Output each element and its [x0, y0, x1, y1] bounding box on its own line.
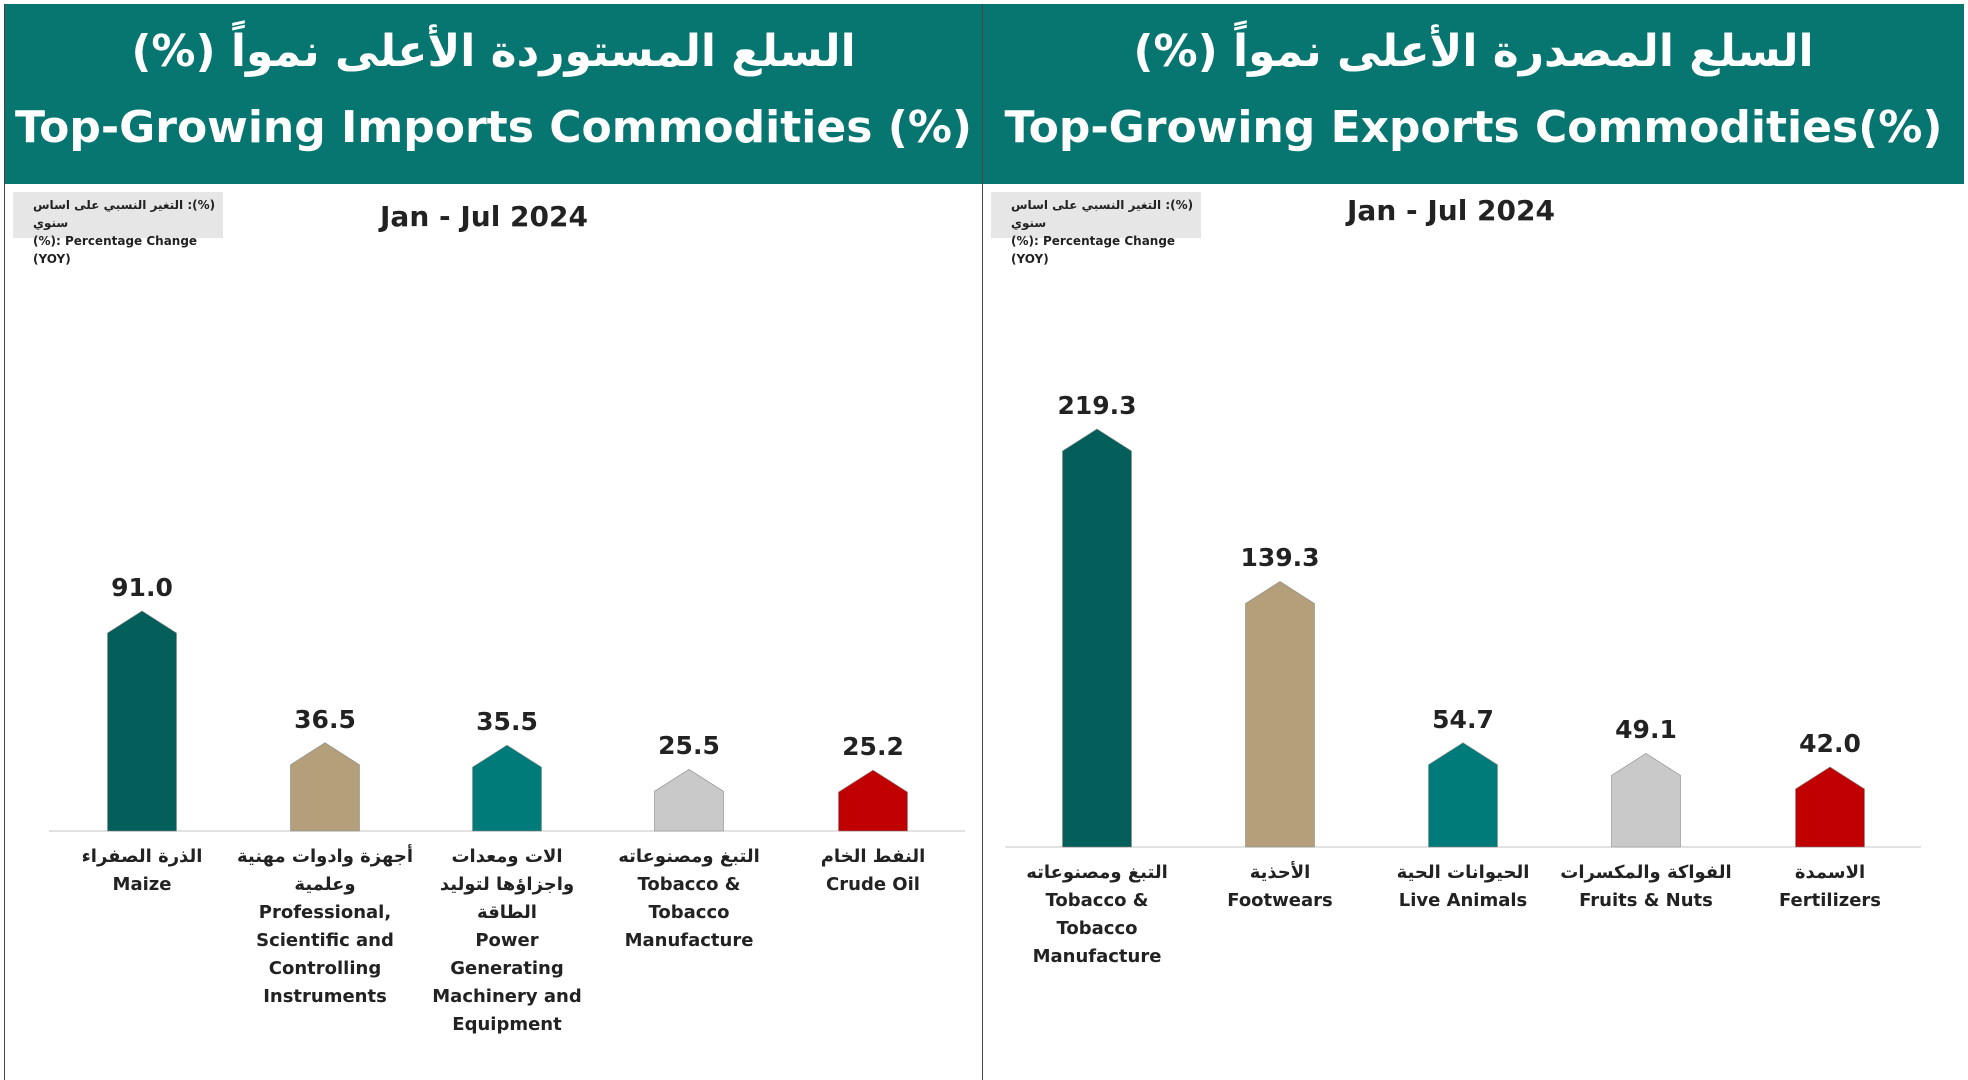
category-label: الأحذية Footwears	[1227, 862, 1333, 911]
bar	[1062, 428, 1132, 848]
value-label: 219.3	[1057, 391, 1137, 420]
bar	[838, 769, 908, 832]
value-label: 25.5	[658, 731, 720, 761]
title-arabic: السلع المصدرة الأعلى نمواً (%)	[1133, 26, 1814, 77]
chart-panel: السلع المصدرة الأعلى نمواً (%) Top-Growin…	[982, 4, 1964, 1080]
subtitle: Jan - Jul 2024	[1347, 194, 1555, 227]
title-arabic: السلع المستوردة الأعلى نمواً (%)	[131, 26, 856, 77]
category-label: التبغ ومصنوعاته Tobacco & Tobacco Manufa…	[1026, 862, 1168, 967]
bar	[654, 768, 724, 832]
bar	[1795, 766, 1865, 848]
category-label: الفواكة والمكسرات Fruits & Nuts	[1560, 862, 1732, 911]
title-english: Top-Growing Exports Commodities(%)	[1004, 102, 1943, 153]
bars	[1005, 428, 1921, 848]
category-label: التبغ ومصنوعاته Tobacco & Tobacco Manufa…	[618, 846, 760, 951]
note-line: (%): Percentage Change (YOY)	[33, 234, 198, 266]
bar	[472, 744, 542, 832]
bar	[290, 742, 360, 832]
category-label: الاسمدة Fertilizers	[1778, 862, 1882, 911]
category-label: أجهزة وادوات مهنية وعلمية Professional, …	[236, 846, 414, 1007]
value-label: 91.0	[111, 573, 173, 602]
value-label: 25.2	[842, 732, 904, 762]
bar	[1245, 581, 1315, 848]
bar	[107, 610, 177, 832]
title-english: Top-Growing Imports Commodities (%)	[14, 102, 973, 153]
value-label: 42.0	[1799, 728, 1861, 758]
legend-note: (%): التغير النسبي على اساس سنوي (%): Per…	[991, 192, 1201, 266]
legend-note: (%): التغير النسبي على اساس سنوي (%): Per…	[13, 192, 223, 266]
value-label: 35.5	[476, 707, 538, 737]
bars	[49, 610, 965, 832]
value-label: 49.1	[1615, 715, 1677, 745]
chart-panel: السلع المستوردة الأعلى نمواً (%) Top-Grow…	[4, 4, 982, 1080]
note-line: (%): التغير النسبي على اساس سنوي	[1011, 198, 1194, 230]
category-label: الات ومعدات واجزاؤها لتوليد الطاقة Power…	[432, 846, 582, 1035]
header: السلع المستوردة الأعلى نمواً (%) Top-Grow…	[5, 4, 982, 184]
header: السلع المصدرة الأعلى نمواً (%) Top-Growin…	[983, 4, 1964, 184]
note-line: (%): التغير النسبي على اساس سنوي	[33, 198, 216, 230]
note-line: (%): Percentage Change (YOY)	[1011, 234, 1176, 266]
value-label: 139.3	[1240, 543, 1320, 573]
category-label: الحيوانات الحية Live Animals	[1396, 862, 1530, 911]
value-label: 36.5	[294, 704, 356, 734]
bar	[1611, 753, 1681, 848]
value-label: 54.7	[1432, 704, 1494, 734]
category-label: النفط الخام Crude Oil	[820, 846, 926, 895]
category-label: الذرة الصفراء Maize	[81, 846, 203, 895]
subtitle: Jan - Jul 2024	[380, 200, 588, 233]
bar	[1428, 742, 1498, 848]
